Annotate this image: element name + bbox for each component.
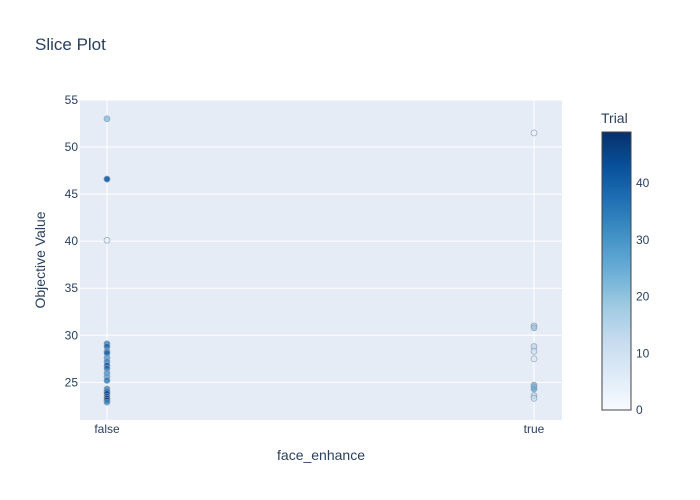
y-tick-label: 55: [65, 93, 79, 107]
colorbar-tick-label: 0: [636, 403, 643, 417]
data-point: [530, 347, 538, 355]
gridlines: [80, 99, 562, 420]
data-point: [530, 395, 538, 402]
y-tick-label: 30: [65, 328, 79, 342]
chart-title: Slice Plot: [35, 35, 106, 54]
y-axis-title: Objective Value: [32, 211, 48, 308]
data-points: [103, 115, 538, 406]
plot-area: [80, 100, 562, 420]
x-tick-label: true: [524, 422, 545, 436]
data-point: [103, 398, 111, 406]
y-tick-label: 25: [65, 375, 79, 389]
x-axis-title: face_enhance: [277, 447, 365, 463]
x-axis-ticks: false true: [94, 422, 544, 436]
y-axis-ticks: 25 30 35 40 45 50 55: [65, 93, 79, 389]
data-point: [530, 385, 538, 393]
data-point: [103, 115, 111, 123]
data-point: [530, 324, 538, 332]
data-point: [103, 175, 111, 183]
x-tick-label: false: [94, 422, 120, 436]
data-point: [530, 129, 538, 137]
y-tick-label: 40: [65, 234, 79, 248]
colorbar-tick-label: 30: [636, 233, 650, 247]
colorbar-title: Trial: [601, 110, 628, 126]
data-point: [103, 377, 111, 384]
data-point: [103, 236, 111, 244]
y-tick-label: 45: [65, 187, 79, 201]
colorbar: [601, 131, 632, 411]
data-point: [530, 355, 538, 363]
colorbar-tick-label: 40: [636, 176, 650, 190]
y-tick-label: 50: [65, 140, 79, 154]
colorbar-ticks: 0 10 20 30 40: [636, 176, 650, 417]
y-tick-label: 35: [65, 281, 79, 295]
colorbar-tick-label: 10: [636, 346, 650, 360]
colorbar-tick-label: 20: [636, 290, 650, 304]
